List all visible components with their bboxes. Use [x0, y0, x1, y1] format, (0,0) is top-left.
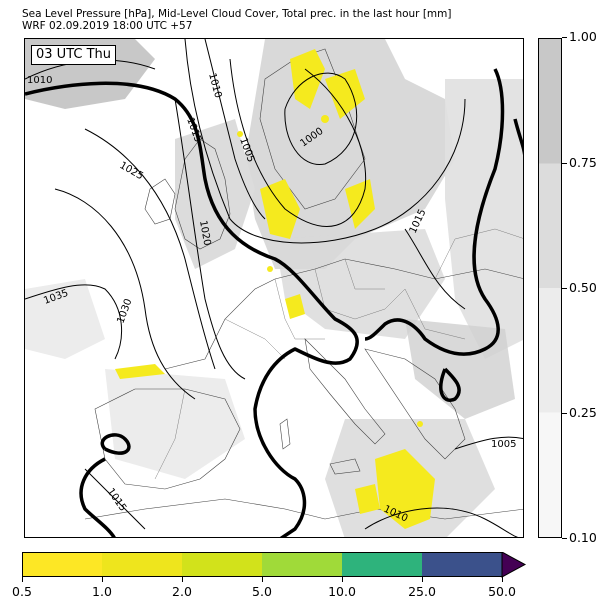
isobar-1005-se [454, 436, 523, 450]
chart-subtitle: WRF 02.09.2019 18:00 UTC +57 [22, 20, 193, 32]
precip-tick-label: 2.0 [172, 584, 192, 599]
cloud-cover-tick-label: 0.25 [569, 405, 597, 420]
precip-tunisia [355, 484, 380, 514]
bold-isobars [25, 68, 523, 537]
precip-band [102, 552, 182, 577]
isobar-label: 1010 [206, 72, 223, 99]
precip-denmark [260, 179, 300, 239]
cloud-cover-band [539, 39, 561, 164]
precip-tick-label: 0.5 [12, 584, 32, 599]
coast-africa [84, 498, 523, 520]
cloud-cover-tick [562, 288, 567, 289]
coast-britain [174, 138, 231, 250]
precip-tick [182, 577, 183, 582]
cloud-cover-band [539, 412, 561, 537]
isobar-1015-sw [84, 468, 146, 530]
precip-tick [502, 577, 503, 582]
precip-tick [342, 577, 343, 582]
cloud-cover-tick [562, 37, 567, 38]
isobar-1015-bold-loop [100, 433, 131, 455]
isobar-1015-bold-balkan [439, 367, 461, 402]
cloud-cover-tick-label: 0.50 [569, 280, 597, 295]
coast-italy [304, 338, 386, 445]
isobar-label: 1020 [197, 220, 212, 247]
isobars [25, 39, 523, 537]
precip-tick-label: 25.0 [408, 584, 436, 599]
precip-tick [102, 577, 103, 582]
cloud-area-sw [25, 279, 105, 359]
precip-colorbar-border [22, 552, 503, 577]
cloud-area-iberia [105, 369, 245, 479]
precip-colorbar [22, 552, 527, 578]
isobar-1035 [25, 284, 123, 360]
isobar-1015-bold-east [364, 68, 505, 356]
isobar-label: 1005 [491, 439, 516, 450]
cloud-area-east [445, 79, 523, 359]
precip-band [182, 552, 262, 577]
isobar-1020 [174, 98, 246, 380]
cloud-cover-tick-label: 0.75 [569, 155, 597, 170]
isobar-label: 1010 [27, 75, 52, 86]
cloud-cover-band [539, 163, 561, 288]
isobar-1010-se [364, 507, 519, 537]
cloud-cover-tick-label: 0.10 [569, 530, 597, 545]
coast-sicily [329, 458, 361, 475]
isobar-1015-bold-west [25, 81, 359, 537]
isobar-1015-n [184, 39, 466, 244]
precip-extend-arrow [501, 552, 527, 578]
cloud-cover-tick [562, 163, 567, 164]
precip-tick [422, 577, 423, 582]
precip-band [22, 552, 102, 577]
precip-tick-label: 1.0 [92, 584, 112, 599]
coast-ireland [144, 178, 176, 225]
isobar-1015-bold-sw [79, 457, 116, 537]
chart-title: Sea Level Pressure [hPa], Mid-Level Clou… [22, 8, 452, 20]
isobar-1025 [84, 128, 216, 370]
isobar-1005 [229, 58, 367, 227]
isobar-label: 1030 [115, 297, 134, 325]
country-borders [154, 228, 523, 480]
isobar-1000 [284, 72, 358, 165]
isobar-label: 1015 [105, 486, 129, 513]
weather-map: 1010 1010 1015 1005 1000 1025 1020 1035 … [24, 38, 524, 538]
precip-band [262, 552, 342, 577]
precip-sweden [325, 69, 365, 119]
precip-sw [115, 364, 165, 379]
precip-tick-label: 5.0 [252, 584, 272, 599]
isobar-1015-bold-rim [513, 118, 523, 156]
isobar-1030 [54, 188, 196, 400]
coast-iberia [94, 388, 241, 490]
map-canvas: 1010 1010 1015 1005 1000 1025 1020 1035 … [25, 39, 523, 537]
cloud-cover-tick [562, 538, 567, 539]
precip-band [342, 552, 422, 577]
cloud-cover-band [539, 288, 561, 413]
isobar-1010-n [204, 39, 266, 220]
coast-balkans [364, 348, 466, 460]
precip-tick [22, 577, 23, 582]
precip-tick [262, 577, 263, 582]
coast-sardinia [279, 418, 291, 450]
cloud-cover-colorbar-bands [539, 39, 561, 537]
precip-east-mid [285, 294, 305, 319]
valid-time-label: 03 UTC Thu [31, 45, 116, 65]
cloud-cover-tick [562, 413, 567, 414]
cloud-area-central [275, 229, 445, 339]
cloud-cover-tick-label: 1.00 [569, 29, 597, 44]
precip-band [422, 552, 502, 577]
precip-tick-label: 50.0 [488, 584, 516, 599]
isobar-1015-e [404, 228, 466, 310]
cloud-cover-colorbar [538, 38, 562, 538]
precip-tick-label: 10.0 [328, 584, 356, 599]
